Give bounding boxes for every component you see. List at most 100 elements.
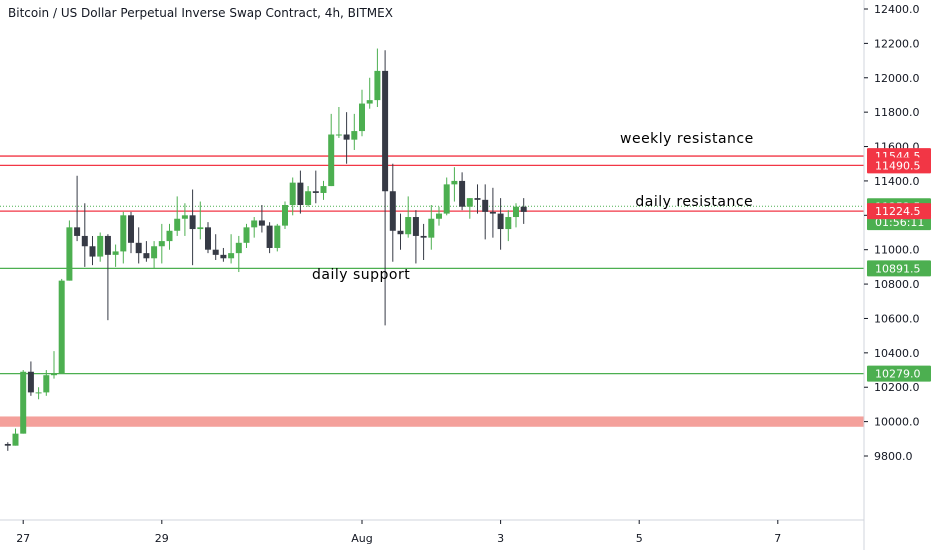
candle-body[interactable] [374,70,381,101]
candle-body[interactable] [243,227,250,243]
candle-body[interactable] [474,198,481,200]
y-tick-label: 10000.0 [874,416,920,429]
candle-body[interactable] [397,230,404,235]
candle-body[interactable] [43,375,50,393]
chart-title: Bitcoin / US Dollar Perpetual Inverse Sw… [8,6,393,20]
candle-body[interactable] [428,218,435,238]
candle-body[interactable] [297,182,304,205]
price-badge-label: 01:56:11 [875,216,924,229]
candle-body[interactable] [343,134,350,140]
candle-body[interactable] [112,251,119,255]
annotation-label: daily resistance [635,194,753,210]
y-tick-label: 11800.0 [874,106,920,119]
price-badge [867,365,931,382]
candle-body[interactable] [51,373,57,376]
candle-body[interactable] [320,186,327,193]
candle-body[interactable] [251,220,258,228]
candle-body[interactable] [513,206,519,218]
candle-body[interactable] [389,191,396,231]
y-tick-label: 11000.0 [874,244,920,257]
x-tick-label: 7 [774,532,781,545]
price-badge-label: 11490.5 [875,159,921,172]
candle-body[interactable] [181,215,188,219]
y-tick-label: 10200.0 [874,381,920,394]
candle-body[interactable] [235,242,242,254]
candle-body[interactable] [312,191,319,193]
y-tick-label: 10600.0 [874,312,920,325]
candle-body[interactable] [158,241,165,247]
candle-body[interactable] [451,180,458,185]
price-badge-label: 10279.0 [875,368,921,381]
x-tick-label: 3 [497,532,504,545]
x-tick-label: Aug [351,532,372,545]
candle-body[interactable] [382,70,389,192]
price-badge [867,157,931,174]
candle-body[interactable] [205,227,211,250]
candle-body[interactable] [366,100,373,104]
y-tick-label: 12400.0 [874,3,920,16]
candle-body[interactable] [143,253,150,259]
candle-body[interactable] [104,235,111,255]
candle-body[interactable] [12,433,19,446]
y-tick-label: 9800.0 [874,450,913,463]
candle-body[interactable] [289,182,296,205]
candle-body[interactable] [497,213,504,230]
candle-body[interactable] [266,225,273,248]
support-zone [0,416,864,427]
x-tick-label: 5 [636,532,643,545]
price-badge [867,203,931,220]
candle-body[interactable] [335,134,342,136]
candle-body[interactable] [443,184,450,214]
candle-body[interactable] [74,227,81,236]
candle-body[interactable] [189,215,196,230]
candle-body[interactable] [274,225,281,248]
y-tick-label: 12000.0 [874,72,920,85]
candle-body[interactable] [520,206,527,212]
candle-body[interactable] [128,215,134,243]
candle-body[interactable] [81,235,88,247]
candle-body[interactable] [212,249,219,255]
candle-body[interactable] [305,191,312,205]
annotation-label: daily support [312,267,410,283]
candle-body[interactable] [97,235,104,257]
candle-body[interactable] [412,217,419,236]
price-badge-label: 11224.5 [875,205,921,218]
candle-body[interactable] [505,217,512,230]
candle-body[interactable] [351,131,358,140]
x-tick-label: 27 [16,532,30,545]
candle-body[interactable] [436,213,442,219]
candle-body[interactable] [282,204,288,226]
candle-body[interactable] [489,211,496,214]
y-tick-label: 11400.0 [874,175,920,188]
candle-body[interactable] [89,246,96,257]
candle-body[interactable] [220,254,227,259]
price-badge-label: 10891.5 [875,262,921,275]
candle-body[interactable] [359,103,365,132]
candle-body[interactable] [466,198,473,207]
candle-body[interactable] [174,218,181,231]
candle-body[interactable] [66,227,73,281]
candle-body[interactable] [166,230,173,242]
candle-body[interactable] [197,227,204,230]
y-tick-label: 12200.0 [874,37,920,50]
candle-body[interactable] [459,180,466,207]
candle-body[interactable] [258,220,265,226]
y-tick-label: 10400.0 [874,347,920,360]
candle-body[interactable] [4,443,11,446]
candle-body[interactable] [420,235,427,238]
y-tick-label: 10800.0 [874,278,920,291]
candle-body[interactable] [135,242,142,254]
price-badge [867,260,931,277]
candle-body[interactable] [120,215,127,252]
candle-body[interactable] [151,246,158,259]
candle-body[interactable] [35,392,42,394]
annotation-label: weekly resistance [620,131,754,147]
candle-body[interactable] [405,217,412,235]
candle-body[interactable] [20,371,27,434]
candle-body[interactable] [228,253,235,259]
candle-body[interactable] [27,371,34,393]
candle-body[interactable] [328,134,335,187]
candle-body[interactable] [482,199,489,212]
candle-body[interactable] [58,280,65,374]
